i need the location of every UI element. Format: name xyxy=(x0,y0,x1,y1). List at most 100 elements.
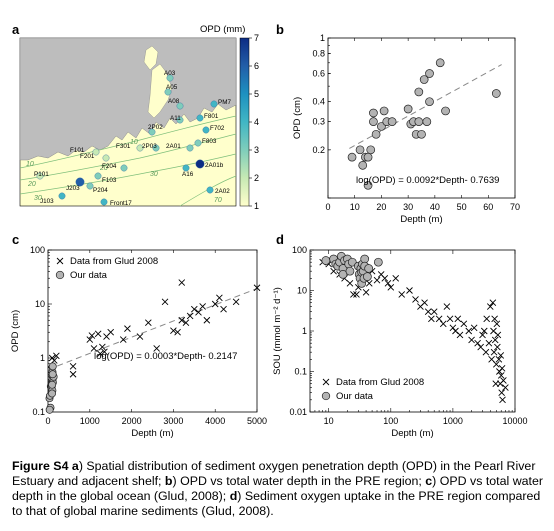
data-point-circle xyxy=(417,129,426,139)
panel-a-label: a xyxy=(12,22,20,37)
x-tick-label: 0 xyxy=(325,202,330,212)
station-label: PM7 xyxy=(218,99,231,106)
y-tick-label: 0.2 xyxy=(312,145,325,155)
data-point-x xyxy=(493,320,501,328)
x-tick-label: 20 xyxy=(376,202,386,212)
data-point-x xyxy=(421,299,428,307)
x-tick-label: 60 xyxy=(483,202,493,212)
data-point-x xyxy=(145,319,152,327)
data-point-x xyxy=(430,308,438,315)
station-marker xyxy=(136,144,144,152)
station-marker xyxy=(102,154,110,162)
colorbar-tick-label: 7 xyxy=(254,33,259,43)
y-tick-label: 0.1 xyxy=(294,367,307,377)
map-stations: A03 A05 A08 A11 PM7 F801 F702 F803 2A01 2P02 F301 2… xyxy=(34,70,231,207)
data-point-x xyxy=(322,378,330,386)
station-label: A16 xyxy=(182,171,194,178)
contour-30 xyxy=(19,153,237,195)
data-point-x xyxy=(253,284,261,292)
x-tick-label: 3000 xyxy=(163,416,183,426)
data-point-x xyxy=(477,343,484,351)
data-point-x xyxy=(101,348,108,356)
data-point-x xyxy=(485,339,493,347)
data-point-x xyxy=(124,325,131,332)
data-point-circle xyxy=(379,106,389,116)
station-label: F204 xyxy=(102,163,117,170)
data-point-x xyxy=(96,350,104,358)
plot-frame xyxy=(47,249,258,413)
caption-b-label: b xyxy=(164,474,173,488)
data-point-circle xyxy=(491,89,501,98)
y-tick-label: 0.3 xyxy=(312,117,325,127)
data-point-circle xyxy=(414,87,424,97)
y-tick-label: 0.8 xyxy=(312,49,325,59)
data-point-x xyxy=(497,372,505,379)
station-label: P204 xyxy=(93,187,108,194)
panel-d-label: d xyxy=(276,232,284,247)
data-point-x xyxy=(53,352,60,360)
fit-equation: log(OPD) = 0.0092*Depth- 0.7639 xyxy=(356,175,499,186)
data-point-x xyxy=(454,315,462,323)
station-marker xyxy=(148,128,156,136)
data-point-x xyxy=(492,361,500,368)
legend-label: Data from Glud 2008 xyxy=(70,256,158,267)
data-point-x xyxy=(220,305,227,313)
data-point-circle xyxy=(321,256,331,265)
y-tick-label: 1 xyxy=(320,33,325,43)
data-point-circle xyxy=(45,405,54,414)
y-tick-label: 10 xyxy=(297,286,307,296)
caption-d-label: d xyxy=(229,489,238,503)
y-axis-label: OPD (cm) xyxy=(10,310,21,352)
data-point-x xyxy=(489,299,497,307)
data-point-circle xyxy=(441,106,450,116)
caption-figure-number: Figure S4 xyxy=(12,459,69,473)
data-point-circle xyxy=(363,272,372,281)
station-label: J203 xyxy=(66,185,80,192)
data-point-circle xyxy=(48,370,57,379)
y-axis-label: OPD (cm) xyxy=(292,97,303,139)
data-point-x xyxy=(362,289,370,296)
data-point-circle xyxy=(371,129,381,139)
data-point-x xyxy=(428,315,435,323)
station-label: 2P03 xyxy=(142,143,157,150)
panel-c-label: c xyxy=(12,232,19,247)
station-marker xyxy=(164,88,172,96)
station-label: J103 xyxy=(40,198,54,205)
data-point-circle xyxy=(364,264,374,273)
data-point-circle xyxy=(48,362,57,371)
station-label: 2A01 xyxy=(166,143,181,150)
data-point-x xyxy=(107,328,115,336)
data-point-circle xyxy=(369,108,378,118)
station-marker xyxy=(86,182,94,190)
data-point-x xyxy=(136,333,144,340)
station-marker xyxy=(58,192,66,200)
contour-labels: 10 10 20 20 30 30 70 xyxy=(26,139,222,204)
panel-b: b 0 10 20 30 40 50 60 70 0.2 0.3 0.4 0.6 0.8 1 log(OPD… xyxy=(276,22,520,225)
data-point-circle xyxy=(425,69,434,78)
data-point-circle xyxy=(55,270,65,280)
data-point-x xyxy=(490,348,498,356)
data-point-x xyxy=(443,303,451,310)
contour-label: 10 xyxy=(26,161,34,168)
data-point-x xyxy=(500,377,507,384)
x-tick-label: 50 xyxy=(457,202,467,212)
station-marker xyxy=(100,198,108,206)
data-point-x xyxy=(424,308,432,315)
caption-c-label: c xyxy=(425,474,433,488)
data-point-x xyxy=(502,384,509,391)
data-point-x xyxy=(446,315,454,323)
station-label: F103 xyxy=(102,177,117,184)
station-marker xyxy=(176,102,184,110)
map-depth-contours xyxy=(19,115,237,207)
x-tick-label: 1000 xyxy=(443,416,463,426)
x-tick-label: 10 xyxy=(350,202,360,212)
y-tick-label: 1 xyxy=(40,353,45,363)
x-tick-label: 30 xyxy=(403,202,413,212)
data-point-x xyxy=(435,315,443,323)
data-point-x xyxy=(465,327,473,335)
station-label: F801 xyxy=(204,113,219,120)
data-point-x xyxy=(211,300,219,308)
station-label: F803 xyxy=(202,138,217,145)
station-label: A03 xyxy=(164,70,176,77)
